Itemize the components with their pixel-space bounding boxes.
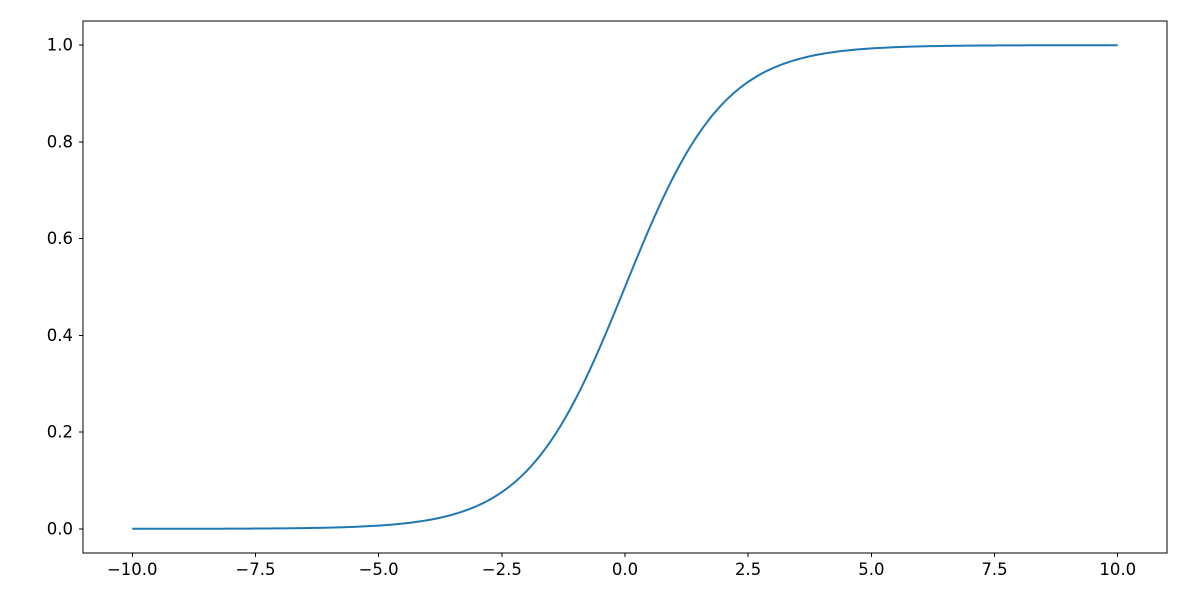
x-tick-label: 5.0 — [858, 560, 884, 579]
y-tick-label: 0.0 — [47, 519, 73, 538]
chart-svg: −10.0 −7.5 −5.0 −2.5 0.0 2.5 5.0 7.5 10.0 0.0 0.2 0… — [0, 0, 1190, 605]
figure: −10.0 −7.5 −5.0 −2.5 0.0 2.5 5.0 7.5 10.0 0.0 0.2 0… — [0, 0, 1190, 605]
y-tick-label: 0.8 — [47, 132, 73, 151]
sigmoid-line — [132, 45, 1117, 529]
x-tick-label: 7.5 — [981, 560, 1007, 579]
y-tick-label: 0.2 — [47, 423, 73, 442]
x-tick-label: −5.0 — [359, 560, 399, 579]
x-tick-label: −10.0 — [107, 560, 158, 579]
x-tick-label: −2.5 — [482, 560, 522, 579]
y-tick-label: 0.6 — [47, 229, 73, 248]
x-tick-label: 10.0 — [1099, 560, 1136, 579]
y-tick-label: 0.4 — [47, 326, 73, 345]
x-tick-label: 2.5 — [735, 560, 761, 579]
y-tick-label: 1.0 — [47, 36, 73, 55]
x-tick-label: 0.0 — [612, 560, 638, 579]
x-tick-label: −7.5 — [235, 560, 275, 579]
